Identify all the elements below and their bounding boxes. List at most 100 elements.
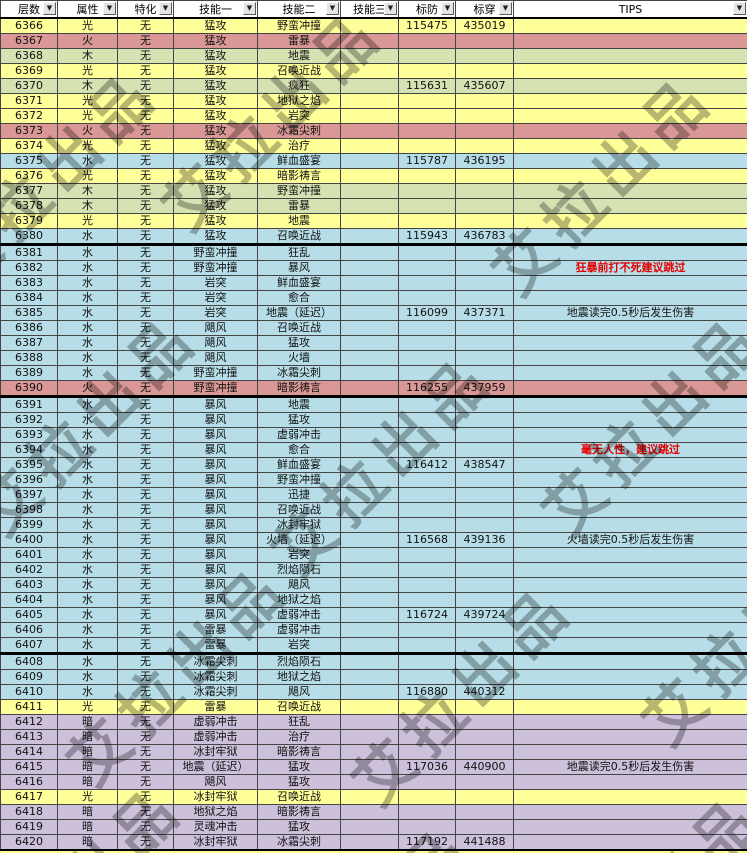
cell-tips[interactable] bbox=[513, 684, 747, 700]
cell-skill2[interactable]: 鲜血盛宴 bbox=[257, 153, 341, 169]
cell-spec[interactable]: 无 bbox=[117, 819, 174, 835]
cell-skill1[interactable]: 暴风 bbox=[173, 502, 258, 518]
cell-pierce[interactable] bbox=[455, 729, 514, 745]
cell-attr[interactable]: 水 bbox=[57, 669, 118, 685]
cell-floor[interactable]: 6388 bbox=[0, 350, 58, 366]
cell-tips[interactable] bbox=[513, 320, 747, 336]
cell-skill3[interactable] bbox=[340, 168, 399, 184]
cell-floor[interactable]: 6418 bbox=[0, 804, 58, 820]
cell-pierce[interactable]: 437371 bbox=[455, 305, 514, 321]
cell-skill3[interactable] bbox=[340, 637, 399, 655]
cell-skill1[interactable]: 冰封牢狱 bbox=[173, 744, 258, 760]
cell-skill3[interactable] bbox=[340, 472, 399, 488]
cell-def[interactable] bbox=[398, 108, 456, 124]
cell-pierce[interactable]: 439136 bbox=[455, 532, 514, 548]
cell-floor[interactable]: 6370 bbox=[0, 78, 58, 94]
cell-skill3[interactable] bbox=[340, 335, 399, 351]
cell-tips[interactable] bbox=[513, 774, 747, 790]
cell-def[interactable]: 116568 bbox=[398, 532, 456, 548]
cell-floor[interactable]: 6399 bbox=[0, 517, 58, 533]
cell-skill1[interactable]: 暴风 bbox=[173, 396, 258, 413]
cell-skill1[interactable]: 飓风 bbox=[173, 335, 258, 351]
cell-tips[interactable] bbox=[513, 244, 747, 261]
cell-skill3[interactable] bbox=[340, 427, 399, 443]
cell-skill2[interactable]: 雷暴 bbox=[257, 198, 341, 214]
cell-skill1[interactable]: 猛攻 bbox=[173, 168, 258, 184]
cell-skill2[interactable]: 治疗 bbox=[257, 138, 341, 154]
cell-tips[interactable] bbox=[513, 669, 747, 685]
cell-skill2[interactable]: 狂乱 bbox=[257, 244, 341, 261]
cell-pierce[interactable]: 436783 bbox=[455, 228, 514, 246]
cell-skill2[interactable]: 猛攻 bbox=[257, 774, 341, 790]
cell-spec[interactable]: 无 bbox=[117, 759, 174, 775]
cell-skill2[interactable]: 愈合 bbox=[257, 290, 341, 306]
cell-floor[interactable]: 6392 bbox=[0, 412, 58, 428]
cell-skill1[interactable]: 猛攻 bbox=[173, 198, 258, 214]
cell-skill2[interactable]: 召唤近战 bbox=[257, 502, 341, 518]
cell-tips[interactable] bbox=[513, 17, 747, 34]
cell-skill3[interactable] bbox=[340, 305, 399, 321]
cell-attr[interactable]: 暗 bbox=[57, 744, 118, 760]
cell-tips[interactable] bbox=[513, 819, 747, 835]
cell-floor[interactable]: 6390 bbox=[0, 380, 58, 398]
cell-skill1[interactable]: 暴风 bbox=[173, 592, 258, 608]
cell-def[interactable] bbox=[398, 804, 456, 820]
cell-skill2[interactable]: 冰封牢狱 bbox=[257, 517, 341, 533]
cell-pierce[interactable] bbox=[455, 198, 514, 214]
cell-def[interactable] bbox=[398, 320, 456, 336]
cell-pierce[interactable] bbox=[455, 48, 514, 64]
cell-pierce[interactable] bbox=[455, 335, 514, 351]
cell-skill2[interactable]: 暗影祷言 bbox=[257, 744, 341, 760]
cell-floor[interactable]: 6414 bbox=[0, 744, 58, 760]
cell-floor[interactable]: 6401 bbox=[0, 547, 58, 563]
cell-def[interactable] bbox=[398, 350, 456, 366]
cell-def[interactable]: 116880 bbox=[398, 684, 456, 700]
cell-def[interactable]: 115475 bbox=[398, 17, 456, 34]
cell-pierce[interactable] bbox=[455, 213, 514, 229]
cell-skill1[interactable]: 野蛮冲撞 bbox=[173, 380, 258, 398]
cell-pierce[interactable] bbox=[455, 350, 514, 366]
cell-skill2[interactable]: 愈合 bbox=[257, 442, 341, 458]
cell-floor[interactable]: 6402 bbox=[0, 562, 58, 578]
cell-floor[interactable]: 6389 bbox=[0, 365, 58, 381]
cell-skill3[interactable] bbox=[340, 502, 399, 518]
cell-attr[interactable]: 水 bbox=[57, 487, 118, 503]
cell-spec[interactable]: 无 bbox=[117, 320, 174, 336]
cell-skill3[interactable] bbox=[340, 17, 399, 34]
cell-skill2[interactable]: 飓风 bbox=[257, 684, 341, 700]
cell-tips[interactable] bbox=[513, 275, 747, 291]
cell-tips[interactable] bbox=[513, 228, 747, 246]
cell-pierce[interactable] bbox=[455, 789, 514, 805]
cell-skill1[interactable]: 猛攻 bbox=[173, 153, 258, 169]
cell-skill3[interactable] bbox=[340, 123, 399, 139]
cell-tips[interactable] bbox=[513, 183, 747, 199]
cell-spec[interactable]: 无 bbox=[117, 350, 174, 366]
cell-spec[interactable]: 无 bbox=[117, 804, 174, 820]
cell-spec[interactable]: 无 bbox=[117, 744, 174, 760]
cell-pierce[interactable] bbox=[455, 123, 514, 139]
cell-attr[interactable]: 水 bbox=[57, 275, 118, 291]
cell-skill3[interactable] bbox=[340, 396, 399, 413]
cell-attr[interactable]: 木 bbox=[57, 198, 118, 214]
cell-floor[interactable]: 6394 bbox=[0, 442, 58, 458]
cell-skill1[interactable]: 暴风 bbox=[173, 457, 258, 473]
cell-tips[interactable]: 毫无人性，建议跳过 bbox=[513, 442, 747, 458]
cell-def[interactable] bbox=[398, 123, 456, 139]
cell-skill3[interactable] bbox=[340, 562, 399, 578]
cell-tips[interactable] bbox=[513, 138, 747, 154]
cell-skill1[interactable]: 飓风 bbox=[173, 320, 258, 336]
cell-attr[interactable]: 火 bbox=[57, 123, 118, 139]
cell-tips[interactable] bbox=[513, 412, 747, 428]
cell-pierce[interactable] bbox=[455, 653, 514, 670]
cell-pierce[interactable] bbox=[455, 442, 514, 458]
cell-pierce[interactable] bbox=[455, 487, 514, 503]
cell-floor[interactable]: 6382 bbox=[0, 260, 58, 276]
cell-skill2[interactable]: 暗影祷言 bbox=[257, 380, 341, 398]
cell-skill3[interactable] bbox=[340, 33, 399, 49]
cell-def[interactable] bbox=[398, 592, 456, 608]
cell-attr[interactable]: 光 bbox=[57, 138, 118, 154]
cell-skill1[interactable]: 暴风 bbox=[173, 577, 258, 593]
cell-skill1[interactable]: 猛攻 bbox=[173, 138, 258, 154]
cell-def[interactable] bbox=[398, 198, 456, 214]
cell-floor[interactable]: 6405 bbox=[0, 607, 58, 623]
